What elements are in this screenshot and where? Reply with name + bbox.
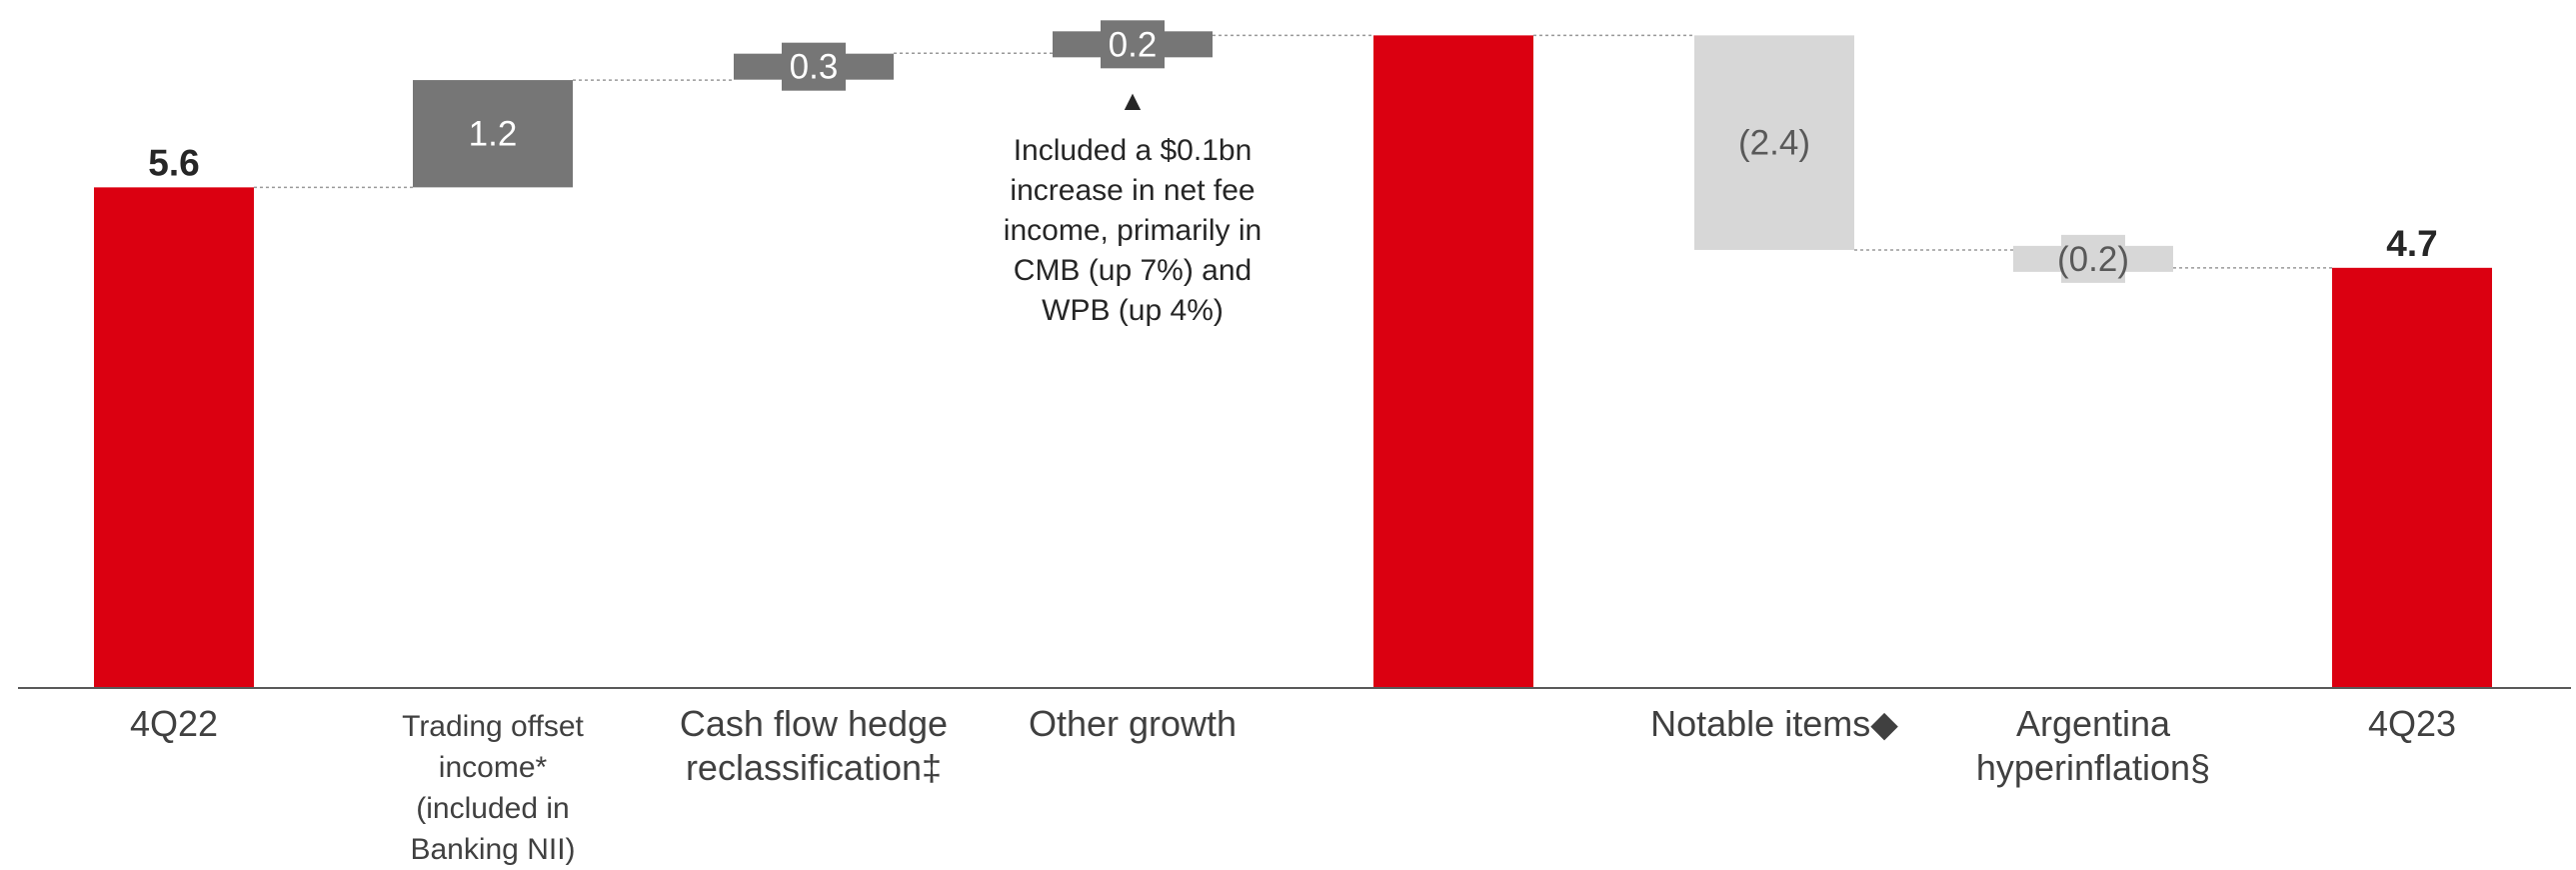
annotation-text: increase in net fee <box>1010 174 1255 207</box>
value-label: 4.7 <box>2386 223 2437 264</box>
annotation-marker: ▲ <box>1119 85 1147 116</box>
bar-total <box>1373 35 1533 688</box>
category-label: hyperinflation§ <box>1976 747 2210 788</box>
annotation-text: Included a $0.1bn <box>1014 134 1253 167</box>
annotation-text: income, primarily in <box>1004 214 1262 247</box>
bar-increase <box>413 80 573 188</box>
value-label: (2.4) <box>1738 124 1810 163</box>
category-label: Argentina <box>2016 703 2171 744</box>
category-label: 4Q22 <box>130 703 218 744</box>
category-label: Other growth <box>1029 703 1237 744</box>
category-label: Cash flow hedge <box>680 703 948 744</box>
category-label: reclassification‡ <box>686 747 942 788</box>
bar-decrease <box>1694 35 1854 250</box>
category-label: (included in <box>416 792 569 825</box>
bar-label-box <box>2061 234 2125 283</box>
value-label: 0.3 <box>790 48 839 87</box>
category-label: 4Q23 <box>2368 703 2456 744</box>
value-label: 0.2 <box>1109 25 1158 64</box>
value-label: 1.2 <box>469 115 518 154</box>
value-label: 5.6 <box>148 142 199 183</box>
category-label: Banking NII) <box>410 833 575 866</box>
category-label: income* <box>439 751 548 784</box>
bar-label-box <box>1101 20 1165 69</box>
bar-total <box>2332 267 2492 688</box>
category-label: Notable items◆ <box>1650 703 1898 744</box>
bar-total <box>94 187 254 689</box>
annotation-text: CMB (up 7%) and <box>1014 254 1252 287</box>
value-label: (0.2) <box>2057 240 2129 279</box>
bar-label-box <box>782 42 846 91</box>
category-label: Trading offset <box>402 710 584 743</box>
annotation-text: WPB (up 4%) <box>1042 294 1224 327</box>
